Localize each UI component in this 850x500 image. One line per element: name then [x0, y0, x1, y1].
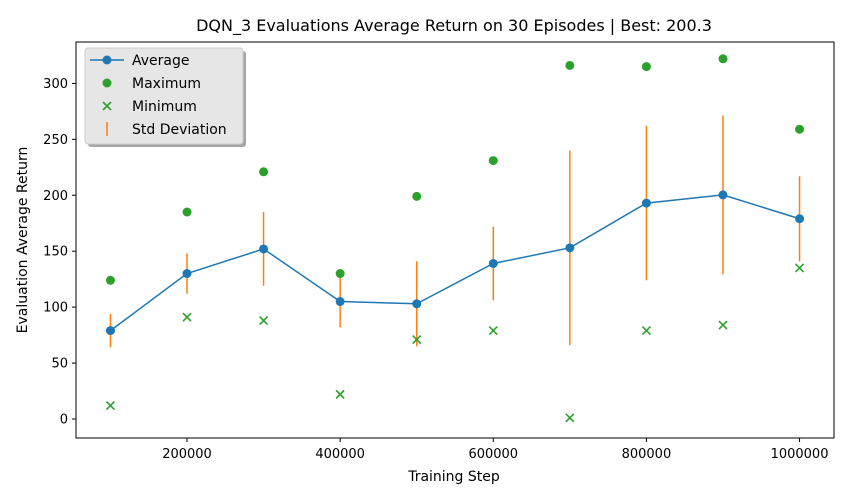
average-point: [565, 243, 575, 253]
legend-label: Std Deviation: [132, 122, 227, 138]
minimum-point: [565, 413, 575, 423]
average-point: [488, 258, 498, 268]
legend-label: Minimum: [132, 99, 197, 115]
minimum-point: [105, 400, 116, 411]
legend-minimum-marker: [102, 101, 112, 111]
x-tick-label: 400000: [315, 447, 365, 462]
y-tick-label: 50: [51, 357, 68, 372]
y-tick-label: 250: [43, 133, 68, 148]
y-axis-label: Evaluation Average Return: [15, 147, 31, 334]
average-point: [105, 326, 115, 336]
legend: [84, 47, 244, 145]
maximum-point: [488, 156, 498, 166]
minimum-point: [641, 326, 651, 336]
chart-title: DQN_3 Evaluations Average Return on 30 E…: [196, 16, 712, 36]
x-tick-label: 600000: [468, 447, 518, 462]
legend-average-marker: [102, 55, 112, 65]
average-point: [335, 297, 345, 307]
average-line: [110, 194, 800, 332]
minimum-point: [488, 326, 498, 336]
average-point: [795, 214, 805, 224]
minimum-point: [412, 334, 422, 345]
x-tick-label: 1000000: [771, 447, 829, 462]
average-point: [718, 190, 728, 200]
legend-maximum-marker: [102, 78, 112, 88]
minimum-point: [182, 312, 192, 322]
minimum-point: [794, 263, 805, 273]
x-tick-label: 800000: [622, 447, 672, 462]
maximum-point: [565, 60, 575, 70]
minimum-point: [718, 320, 728, 330]
maximum-point: [182, 207, 192, 217]
average-point: [259, 244, 269, 254]
maximum-point: [412, 191, 422, 201]
maximum-point: [105, 275, 115, 285]
legend-label: Maximum: [132, 76, 201, 92]
average-point: [182, 269, 192, 279]
y-tick-label: 300: [43, 77, 68, 92]
minimum-point: [259, 315, 269, 326]
maximum-point: [641, 62, 651, 72]
average-point: [412, 299, 422, 309]
maximum-point: [718, 54, 728, 64]
minimum-point: [335, 389, 345, 399]
maximum-point: [335, 269, 345, 279]
y-tick-label: 200: [43, 189, 68, 204]
x-tick-label: 200000: [162, 447, 212, 462]
x-axis-label: Training Step: [407, 469, 500, 485]
average-point: [641, 198, 651, 208]
maximum-point: [795, 124, 805, 134]
y-tick-label: 100: [43, 301, 68, 316]
y-tick-label: 150: [43, 245, 68, 260]
maximum-point: [259, 167, 269, 177]
y-tick-label: 0: [60, 412, 68, 427]
legend-label: Average: [132, 53, 190, 69]
